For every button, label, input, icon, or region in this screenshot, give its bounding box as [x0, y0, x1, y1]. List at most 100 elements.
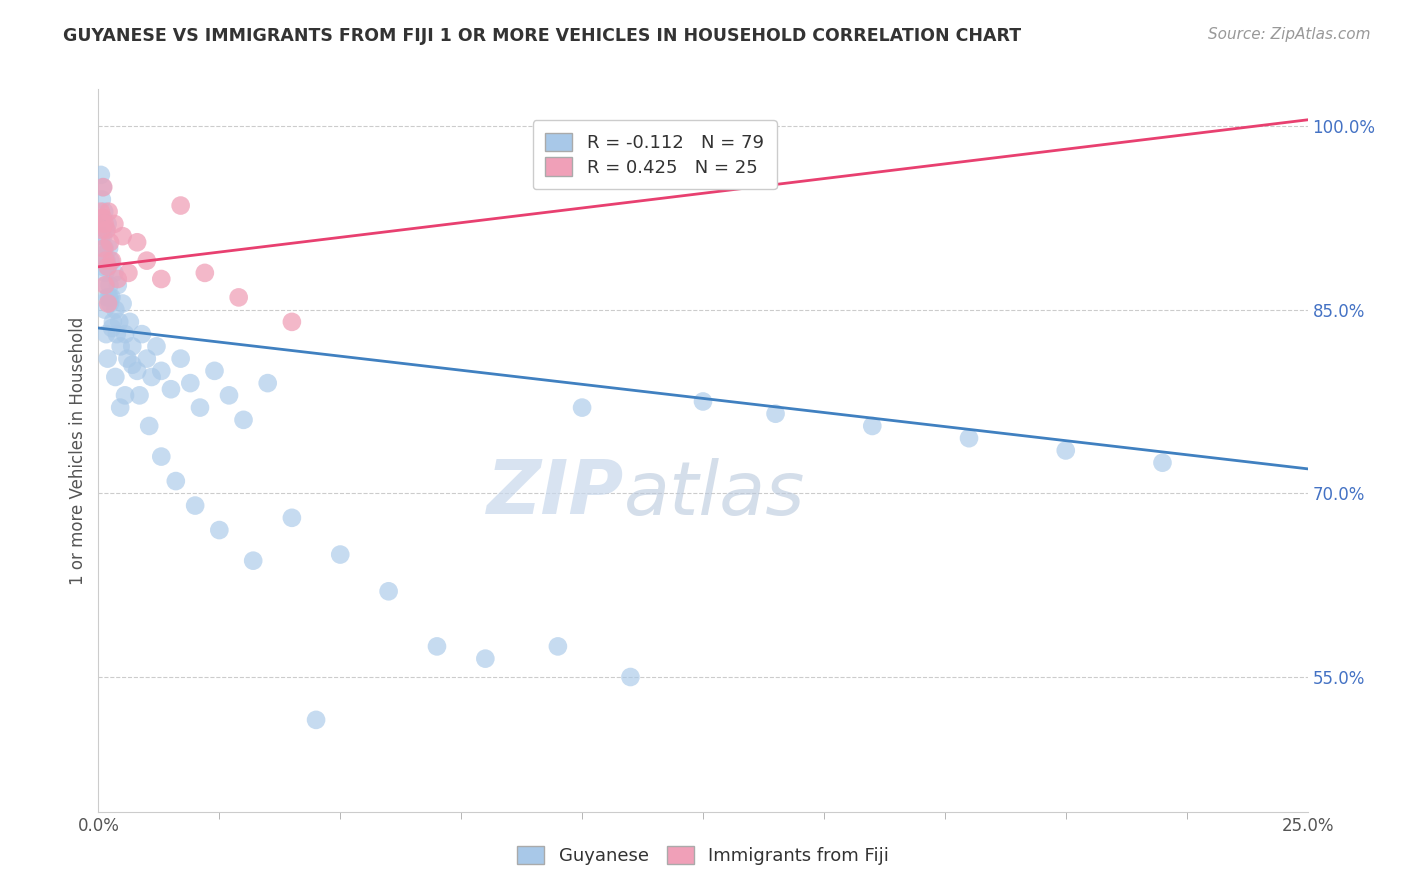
Point — [692, 394, 714, 409]
Point — [184, 499, 207, 513]
Point — [150, 364, 173, 378]
Point — [93, 247, 115, 261]
Point — [104, 370, 127, 384]
Point — [91, 217, 114, 231]
Text: ZIP: ZIP — [486, 458, 624, 531]
Point — [228, 290, 250, 304]
Point — [619, 670, 641, 684]
Point — [110, 339, 132, 353]
Point — [96, 253, 118, 268]
Point — [117, 266, 139, 280]
Point — [128, 388, 150, 402]
Point — [188, 401, 211, 415]
Point — [547, 640, 569, 654]
Point — [281, 511, 304, 525]
Point — [765, 407, 787, 421]
Point — [150, 450, 173, 464]
Text: Source: ZipAtlas.com: Source: ZipAtlas.com — [1208, 27, 1371, 42]
Point — [97, 260, 120, 274]
Point — [93, 217, 115, 231]
Point — [91, 211, 114, 225]
Point — [179, 376, 201, 390]
Point — [165, 474, 187, 488]
Point — [329, 548, 352, 562]
Point — [91, 229, 114, 244]
Point — [169, 198, 191, 212]
Point — [96, 223, 118, 237]
Point — [571, 401, 593, 415]
Legend: Guyanese, Immigrants from Fiji: Guyanese, Immigrants from Fiji — [508, 837, 898, 874]
Point — [101, 321, 124, 335]
Point — [97, 204, 120, 219]
Point — [91, 180, 114, 194]
Point — [377, 584, 399, 599]
Point — [194, 266, 217, 280]
Point — [169, 351, 191, 366]
Point — [114, 327, 136, 342]
Point — [98, 290, 121, 304]
Point — [93, 302, 115, 317]
Point — [96, 290, 118, 304]
Point — [218, 388, 240, 402]
Point — [97, 351, 120, 366]
Point — [94, 253, 117, 268]
Point — [97, 290, 120, 304]
Point — [90, 204, 112, 219]
Point — [104, 302, 127, 317]
Point — [91, 260, 114, 274]
Point — [96, 327, 118, 342]
Point — [208, 523, 231, 537]
Point — [100, 253, 122, 268]
Point — [426, 640, 449, 654]
Point — [90, 193, 112, 207]
Text: atlas: atlas — [624, 458, 806, 530]
Point — [204, 364, 226, 378]
Point — [91, 180, 114, 194]
Point — [242, 554, 264, 568]
Point — [90, 223, 112, 237]
Point — [105, 327, 128, 342]
Point — [474, 651, 496, 665]
Point — [103, 266, 125, 280]
Point — [108, 315, 131, 329]
Point — [141, 370, 163, 384]
Point — [97, 260, 120, 274]
Point — [107, 272, 129, 286]
Point — [131, 327, 153, 342]
Point — [256, 376, 278, 390]
Point — [860, 419, 883, 434]
Y-axis label: 1 or more Vehicles in Household: 1 or more Vehicles in Household — [69, 317, 87, 584]
Point — [100, 290, 122, 304]
Point — [93, 241, 115, 255]
Point — [111, 229, 134, 244]
Point — [101, 253, 124, 268]
Point — [121, 339, 143, 353]
Point — [160, 382, 183, 396]
Point — [90, 168, 112, 182]
Point — [150, 272, 173, 286]
Point — [94, 278, 117, 293]
Point — [305, 713, 328, 727]
Point — [96, 278, 118, 293]
Point — [281, 315, 304, 329]
Point — [1152, 456, 1174, 470]
Point — [98, 235, 121, 250]
Point — [94, 223, 117, 237]
Point — [93, 241, 115, 255]
Point — [145, 339, 167, 353]
Text: GUYANESE VS IMMIGRANTS FROM FIJI 1 OR MORE VEHICLES IN HOUSEHOLD CORRELATION CHA: GUYANESE VS IMMIGRANTS FROM FIJI 1 OR MO… — [63, 27, 1021, 45]
Point — [232, 413, 254, 427]
Point — [97, 296, 120, 310]
Legend: R = -0.112   N = 79, R = 0.425   N = 25: R = -0.112 N = 79, R = 0.425 N = 25 — [533, 120, 776, 189]
Point — [117, 351, 139, 366]
Point — [98, 278, 121, 293]
Point — [108, 401, 131, 415]
Point — [107, 278, 129, 293]
Point — [97, 217, 120, 231]
Point — [103, 217, 125, 231]
Point — [127, 235, 149, 250]
Point — [111, 296, 134, 310]
Point — [90, 229, 112, 244]
Point — [101, 315, 124, 329]
Point — [1054, 443, 1077, 458]
